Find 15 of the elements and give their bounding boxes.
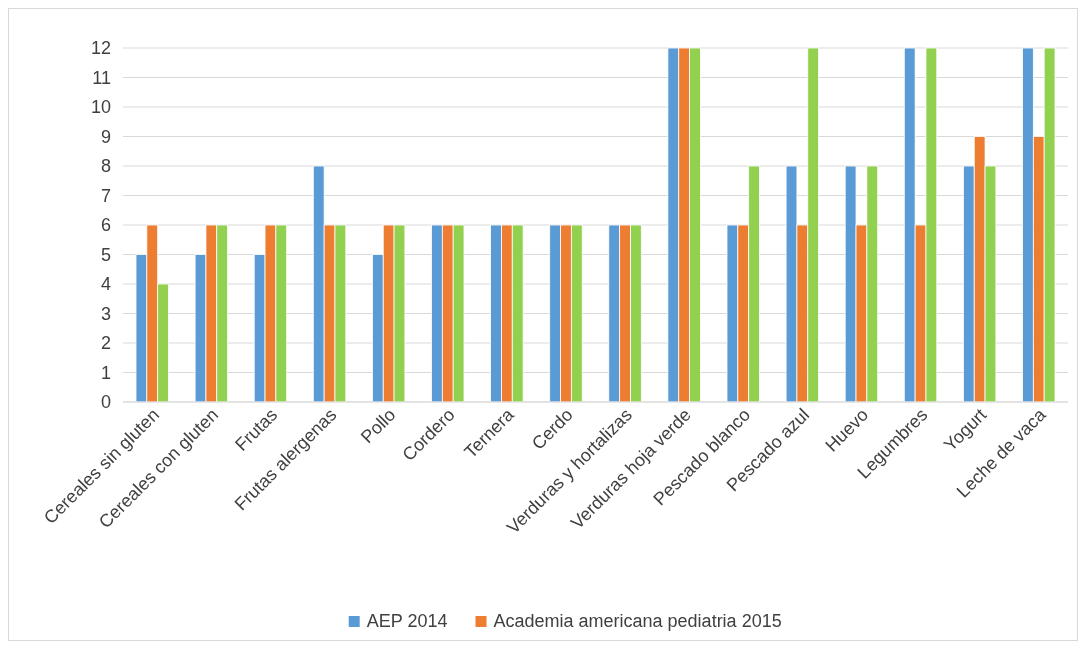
legend-label: Academia americana pediatria 2015: [493, 611, 782, 631]
y-tick-label: 7: [100, 185, 111, 206]
y-tick-label: 11: [92, 67, 111, 88]
y-tick-label: 8: [100, 156, 111, 177]
y-tick-label: 2: [100, 333, 111, 354]
y-tick-label: 1: [100, 362, 111, 383]
y-tick-label: 12: [90, 38, 111, 59]
y-tick-label: 6: [100, 215, 111, 236]
y-tick-label: 3: [100, 303, 111, 324]
y-tick-label: 9: [100, 126, 111, 147]
y-tick-label: 4: [100, 274, 111, 295]
y-tick-label: 0: [100, 392, 111, 413]
legend-label: AEP 2014: [366, 611, 448, 631]
y-tick-label: 5: [100, 244, 111, 265]
y-tick-label: 10: [90, 97, 111, 118]
